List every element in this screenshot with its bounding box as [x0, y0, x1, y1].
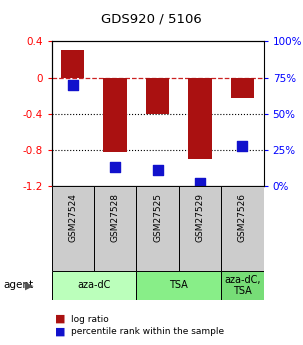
Text: ■: ■ — [55, 314, 65, 324]
Text: GSM27526: GSM27526 — [238, 193, 247, 242]
Bar — [221, 186, 264, 271]
Bar — [146, 78, 169, 114]
Bar — [104, 78, 127, 152]
Bar — [52, 186, 94, 271]
Text: GSM27525: GSM27525 — [153, 193, 162, 242]
Bar — [231, 78, 254, 98]
Point — [70, 82, 75, 88]
Text: log ratio: log ratio — [71, 315, 109, 324]
Text: GDS920 / 5106: GDS920 / 5106 — [101, 12, 202, 25]
Bar — [179, 186, 221, 271]
Text: TSA: TSA — [169, 280, 188, 290]
Bar — [61, 50, 85, 78]
Point — [240, 143, 245, 148]
Point — [198, 181, 202, 186]
Text: GSM27528: GSM27528 — [111, 193, 120, 242]
Point — [113, 165, 118, 170]
Text: ■: ■ — [55, 327, 65, 337]
Text: ▶: ▶ — [25, 280, 33, 290]
Bar — [94, 186, 136, 271]
Bar — [188, 78, 212, 159]
Bar — [221, 271, 264, 300]
Text: aza-dC: aza-dC — [77, 280, 111, 290]
Text: aza-dC,
TSA: aza-dC, TSA — [224, 275, 261, 296]
Point — [155, 168, 160, 173]
Bar — [136, 186, 179, 271]
Bar — [52, 271, 136, 300]
Bar — [136, 271, 221, 300]
Text: percentile rank within the sample: percentile rank within the sample — [71, 327, 224, 336]
Text: agent: agent — [3, 280, 33, 290]
Text: GSM27529: GSM27529 — [195, 193, 205, 242]
Text: GSM27524: GSM27524 — [68, 193, 77, 242]
